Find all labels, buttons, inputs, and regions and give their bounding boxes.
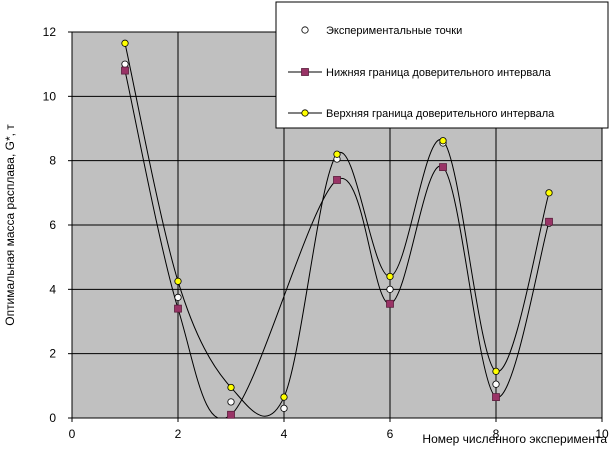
legend-label-2: Верхняя граница доверительного интервала (326, 108, 555, 120)
series-0-point (121, 60, 129, 68)
series-2-line (124, 43, 550, 417)
series-markers (121, 39, 553, 419)
series-1-point (174, 304, 182, 313)
legend-label-1: Нижняя граница доверительного интервала (326, 67, 552, 79)
x-tick-label: 10 (595, 427, 609, 441)
series-2-point (545, 189, 553, 197)
series-2-point (492, 367, 500, 375)
series-1-point (227, 410, 235, 419)
series-2-point (333, 150, 341, 158)
series-1-point (545, 217, 553, 226)
legend-marker-1 (301, 68, 309, 76)
y-tick-label: 0 (49, 411, 56, 425)
series-1-point (333, 176, 341, 184)
series-0-point (280, 404, 288, 412)
series-0-point (386, 285, 394, 293)
tick-labels: 0 2 4 6 8 10 0 2 4 6 8 10 12 (43, 25, 609, 441)
series-2-point (439, 137, 447, 145)
series-1-line (124, 70, 550, 418)
series-2-point (227, 383, 235, 392)
series-2-point (386, 272, 394, 281)
series-1-point (439, 163, 447, 172)
y-tick-label: 2 (49, 347, 56, 361)
y-tick-label: 6 (49, 218, 56, 232)
x-tick-label: 8 (493, 427, 500, 441)
x-tick-label: 6 (387, 427, 394, 441)
x-tick-label: 0 (69, 427, 76, 441)
series-0-point (227, 398, 235, 406)
x-tick-label: 4 (281, 427, 288, 441)
series-0-point (492, 380, 500, 388)
x-tick-label: 2 (175, 427, 182, 441)
x-axis-label: Номер численного эксперимента (422, 432, 607, 446)
series-1-point (492, 393, 500, 401)
series-2-point (280, 393, 288, 401)
y-tick-label: 4 (49, 282, 56, 296)
y-axis-label: Оптимальная масса расплава, G*, т (3, 124, 17, 326)
series-2-point (174, 277, 182, 285)
legend-items: Экспериментальные точки Нижняя граница до… (288, 25, 555, 120)
legend: Экспериментальные точки Нижняя граница до… (275, 1, 609, 129)
y-tick-label: 8 (49, 154, 56, 168)
series-layer (121, 39, 553, 419)
series-lines (124, 43, 550, 418)
series-1-point (121, 66, 129, 75)
series-2-point (121, 39, 129, 47)
y-tick-label: 10 (43, 89, 57, 103)
legend-box (275, 1, 609, 129)
series-0-point (174, 293, 182, 301)
series-1-point (386, 299, 394, 308)
legend-label-0: Экспериментальные точки (326, 25, 462, 37)
legend-marker-2 (301, 109, 309, 117)
y-tick-label: 12 (43, 25, 57, 39)
legend-marker-0 (301, 26, 309, 34)
